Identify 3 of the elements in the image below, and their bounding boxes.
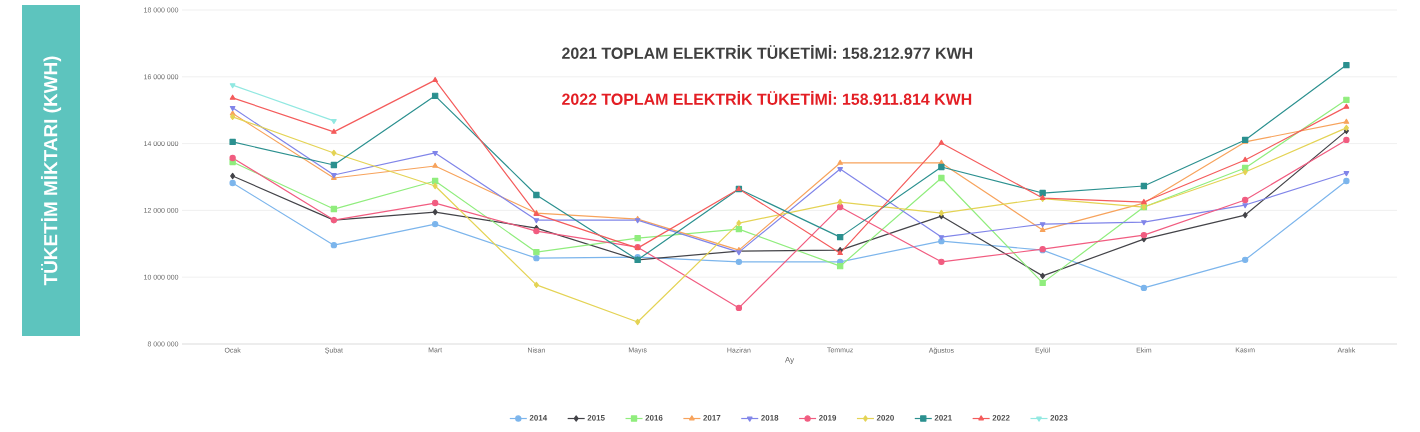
annotation: 2021 TOPLAM ELEKTRİK TÜKETİMİ: 158.212.977 KWH [562,45,973,59]
y-axis-title: TÜKETİM MİKTARI (KWH) [40,56,62,286]
annotation: 2022 TOPLAM ELEKTRİK TÜKETİMİ: 158.911.814 KWH [562,91,972,105]
